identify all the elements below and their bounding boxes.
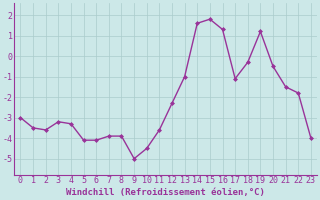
X-axis label: Windchill (Refroidissement éolien,°C): Windchill (Refroidissement éolien,°C) (66, 188, 265, 197)
